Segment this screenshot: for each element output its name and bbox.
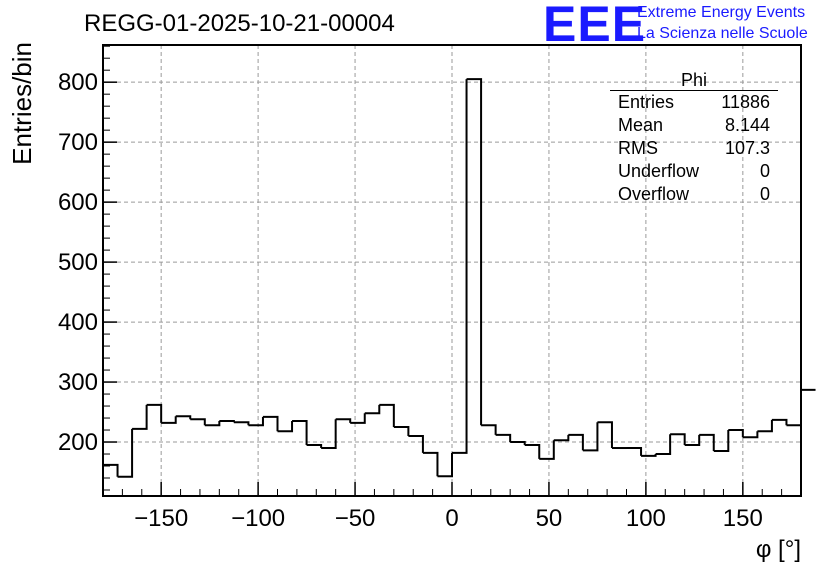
histogram-bin <box>786 389 802 427</box>
histogram-bin <box>539 440 555 460</box>
histogram-bin <box>219 420 235 423</box>
histogram-bin <box>597 421 613 449</box>
histogram-bin <box>248 416 264 427</box>
y-tick-label: 700 <box>58 129 98 156</box>
histogram-bin <box>262 415 279 432</box>
histogram-bin <box>146 403 163 423</box>
histogram-bin <box>132 404 148 430</box>
histogram-bin <box>771 418 788 426</box>
histogram-bin <box>233 421 250 426</box>
histogram-bin <box>175 415 192 420</box>
y-tick-label: 400 <box>58 309 98 336</box>
y-tick-label: 800 <box>58 69 98 96</box>
stats-row: RMS 107.3 <box>610 137 778 160</box>
stats-value: 11886 <box>721 92 770 112</box>
histogram-bin <box>306 444 323 449</box>
y-tick-label: 600 <box>58 189 98 216</box>
histogram-bin <box>568 433 584 451</box>
y-axis-label: Entries/bin <box>7 42 37 165</box>
histogram-bin <box>582 422 599 452</box>
histogram-bin <box>466 78 483 426</box>
stats-label: Underflow <box>618 161 700 181</box>
stats-value: 107.3 <box>724 138 770 158</box>
y-tick-label: 300 <box>58 369 98 396</box>
histogram-series <box>103 78 816 478</box>
histogram-bin <box>713 430 730 453</box>
histogram-bin <box>321 419 337 450</box>
y-tick-label: 500 <box>58 249 98 276</box>
histogram-bin <box>117 428 134 478</box>
stats-label: Overflow <box>618 184 690 204</box>
tick-labels: −150 −100 −50 0 50 100 150 200 300 400 500 600 700 80… <box>58 69 763 532</box>
stats-label: RMS <box>618 138 658 158</box>
histogram-bin <box>670 433 686 446</box>
histogram-bin <box>626 447 643 456</box>
x-tick-label: −50 <box>335 505 376 532</box>
histogram-bin <box>742 431 759 439</box>
x-axis-label: φ [°] <box>756 536 801 563</box>
histogram-bin <box>655 434 672 456</box>
x-tick-label: −150 <box>134 505 188 532</box>
stats-row: Overflow 0 <box>610 183 778 206</box>
stats-label: Entries <box>618 92 675 112</box>
histogram-bin <box>553 434 570 442</box>
stats-title: Phi <box>610 70 778 91</box>
histogram-bin <box>684 434 701 447</box>
histogram-bin <box>422 451 439 477</box>
histogram-bin <box>728 429 744 438</box>
stats-row: Entries 11886 <box>610 91 778 114</box>
histogram-bin <box>699 433 715 452</box>
x-tick-label: −100 <box>231 505 285 532</box>
histogram-bin <box>495 433 512 443</box>
histogram-bin <box>481 424 497 435</box>
histogram-bin <box>641 454 657 457</box>
histogram-bin <box>437 452 453 478</box>
histogram-bin <box>408 435 424 453</box>
histogram-bin <box>190 418 206 426</box>
histogram-bin <box>103 463 119 477</box>
stats-rows: Entries 11886 Mean 8.144 RMS 107.3 Underflow 0 O… <box>610 91 778 206</box>
logo-line-1: Extreme Energy Events <box>637 4 806 21</box>
eee-logo: EEE <box>543 0 647 52</box>
ticks <box>102 45 802 496</box>
stats-value: 0 <box>759 184 770 204</box>
histogram-bin <box>452 79 468 454</box>
histogram-bin <box>757 419 773 433</box>
x-tick-label: 50 <box>536 505 563 532</box>
histogram-bin <box>335 418 352 423</box>
histogram-bin <box>204 421 221 427</box>
stats-label: Mean <box>618 115 664 135</box>
histogram-bin <box>350 413 366 424</box>
stats-row: Mean 8.144 <box>610 114 778 137</box>
stats-box: Phi Entries 11886 Mean 8.144 RMS 107.3 Underfl… <box>610 70 778 206</box>
stats-row: Underflow 0 <box>610 160 778 183</box>
histogram-bin <box>393 426 410 437</box>
histogram-bin <box>292 420 308 446</box>
stats-value: 0 <box>759 161 770 181</box>
x-tick-label: 150 <box>723 505 763 532</box>
histogram-bin <box>524 444 541 459</box>
x-tick-label: 100 <box>626 505 666 532</box>
x-tick-label: 0 <box>445 505 458 532</box>
y-tick-label: 200 <box>58 429 98 456</box>
histogram-bin <box>161 416 177 424</box>
histogram-bin <box>364 404 381 415</box>
chart-title: REGG-01-2025-10-21-00004 <box>84 10 395 37</box>
stats-value: 8.144 <box>724 115 770 135</box>
logo-line-2: La Scienza nelle Scuole <box>637 25 808 42</box>
histogram-bin <box>510 441 526 446</box>
histogram-bin <box>379 403 395 428</box>
histogram-bin <box>277 421 294 433</box>
